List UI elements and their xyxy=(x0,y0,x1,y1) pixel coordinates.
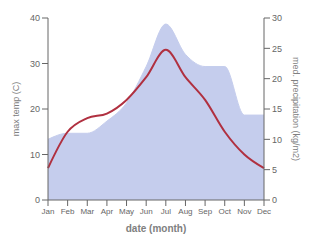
svg-text:med. precipitation (kg/m2): med. precipitation (kg/m2) xyxy=(291,57,301,161)
svg-text:30: 30 xyxy=(30,59,40,69)
svg-text:10: 10 xyxy=(272,135,282,145)
svg-text:Feb: Feb xyxy=(61,207,75,216)
svg-text:May: May xyxy=(119,207,134,216)
svg-text:Jan: Jan xyxy=(42,207,55,216)
svg-text:5: 5 xyxy=(272,165,277,175)
svg-text:date (month): date (month) xyxy=(126,223,187,234)
svg-text:Aug: Aug xyxy=(178,207,192,216)
svg-text:15: 15 xyxy=(272,104,282,114)
svg-text:0: 0 xyxy=(272,195,277,205)
svg-text:Jun: Jun xyxy=(140,207,153,216)
svg-text:20: 20 xyxy=(272,74,282,84)
svg-text:0: 0 xyxy=(35,195,40,205)
svg-text:10: 10 xyxy=(30,150,40,160)
svg-text:Apr: Apr xyxy=(101,207,114,216)
svg-text:Jul: Jul xyxy=(161,207,171,216)
svg-text:Sep: Sep xyxy=(198,207,213,216)
svg-text:25: 25 xyxy=(272,44,282,54)
svg-text:Oct: Oct xyxy=(219,207,232,216)
svg-text:Mar: Mar xyxy=(80,207,94,216)
svg-text:Dec: Dec xyxy=(257,207,271,216)
svg-text:20: 20 xyxy=(30,104,40,114)
svg-text:max temp (C): max temp (C) xyxy=(11,82,21,137)
svg-text:30: 30 xyxy=(272,13,282,23)
svg-text:40: 40 xyxy=(30,13,40,23)
svg-text:Nov: Nov xyxy=(237,207,251,216)
